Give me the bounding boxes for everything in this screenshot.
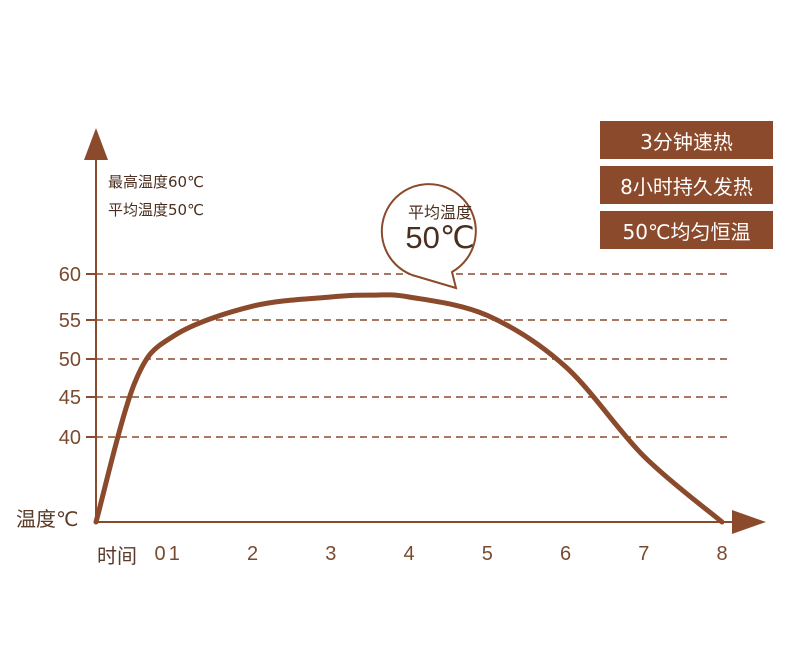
x-tick-label: 7 bbox=[638, 543, 649, 565]
y-axis-arrow bbox=[84, 128, 108, 160]
bubble-value: 50℃ bbox=[405, 220, 475, 255]
x-tick-label: 5 bbox=[482, 543, 493, 565]
y-axis-label: 温度℃ bbox=[16, 507, 79, 531]
temperature-curve bbox=[93, 292, 725, 525]
y-tick-labels: 40 45 50 55 60 bbox=[59, 264, 81, 449]
x-tick-label: 4 bbox=[403, 543, 414, 565]
x-tick-label: 1 bbox=[169, 543, 180, 565]
y-tick-label: 45 bbox=[59, 387, 81, 409]
x-axis-arrow bbox=[732, 510, 766, 534]
speech-bubble-shape bbox=[380, 183, 477, 290]
x-tick-label: 2 bbox=[247, 543, 258, 565]
y-tick-label: 50 bbox=[59, 349, 81, 371]
bubble-label: 平均温度 bbox=[407, 205, 472, 222]
x-tick-label: 6 bbox=[560, 543, 571, 565]
y-tick-label: 60 bbox=[59, 264, 81, 286]
badge-constant-temp: 50℃均匀恒温 bbox=[600, 211, 773, 249]
x-axis-label: 时间 bbox=[97, 544, 137, 568]
max-temp-note: 最高温度60℃ bbox=[108, 173, 204, 191]
y-tick-label: 55 bbox=[59, 310, 81, 332]
x-tick-label: 8 bbox=[716, 543, 727, 565]
badge-fast-heat: 3分钟速热 bbox=[600, 121, 773, 159]
avg-temp-note: 平均温度50℃ bbox=[108, 201, 204, 219]
y-tick-label: 40 bbox=[59, 427, 81, 449]
badge-long-heat: 8小时持久发热 bbox=[600, 166, 773, 204]
x-tick-label: 3 bbox=[325, 543, 336, 565]
speech-bubble bbox=[380, 183, 477, 290]
x-tick-label: 0 bbox=[154, 543, 165, 565]
